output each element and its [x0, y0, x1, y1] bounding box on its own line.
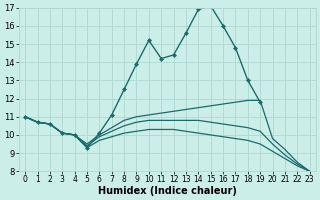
X-axis label: Humidex (Indice chaleur): Humidex (Indice chaleur): [98, 186, 237, 196]
